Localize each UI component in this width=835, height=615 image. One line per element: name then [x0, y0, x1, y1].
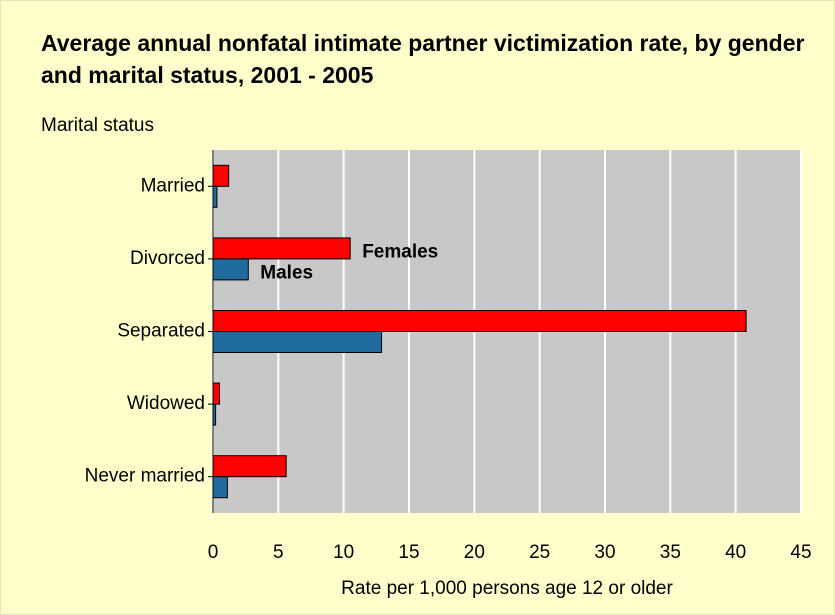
x-tick-label: 25 [529, 542, 550, 563]
y-tick-label: Widowed [127, 393, 205, 414]
bar [212, 476, 228, 499]
bar [212, 164, 230, 187]
bar [212, 331, 383, 353]
x-tick-label: 10 [333, 542, 354, 563]
chart-title: Average annual nonfatal intimate partner… [41, 30, 805, 88]
bar [212, 258, 249, 281]
bar [212, 403, 217, 426]
y-tick-label: Divorced [130, 248, 205, 269]
x-tick-label: 40 [725, 542, 746, 563]
x-tick-label: 5 [273, 542, 284, 563]
x-tick-label: 45 [790, 542, 811, 563]
bar [212, 310, 747, 332]
series-label: Females [362, 241, 438, 262]
series-label: Males [260, 262, 313, 283]
x-tick-label: 20 [464, 542, 485, 563]
x-tick-label: 35 [660, 542, 681, 563]
y-axis-label: Marital status [41, 115, 154, 136]
x-tick-label: 0 [208, 542, 219, 563]
x-axis-label: Rate per 1,000 persons age 12 or older [341, 578, 673, 599]
x-tick-label: 15 [398, 542, 419, 563]
y-tick-label: Separated [117, 321, 205, 342]
bar [212, 237, 351, 260]
y-tick-label: Never married [85, 466, 205, 487]
bar [212, 382, 221, 405]
bar [212, 185, 218, 208]
x-tick-label: 30 [594, 542, 615, 563]
y-tick-label: Married [141, 175, 205, 196]
bar [212, 455, 287, 478]
